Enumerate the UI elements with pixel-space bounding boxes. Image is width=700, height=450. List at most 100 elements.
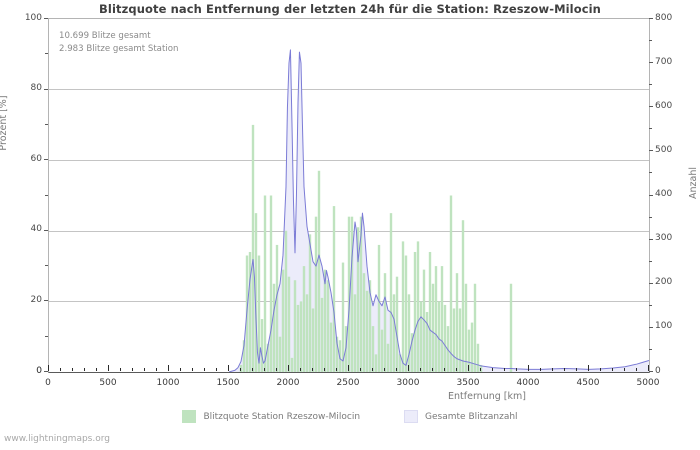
y-axis-left-minor-tickmark [45, 194, 48, 196]
y-axis-right-tick-500: 500 [655, 144, 673, 155]
x-axis-tickmark-1000 [168, 365, 169, 371]
x-axis-minor-tickmark [480, 368, 481, 371]
chart-series-canvas [228, 49, 649, 372]
y-axis-right-tickmark [649, 150, 653, 152]
gridline-60 [49, 160, 649, 161]
y-axis-right-minor-tickmark [649, 260, 652, 262]
y-axis-left-tickmark [44, 88, 48, 90]
y-axis-left-tickmark [44, 159, 48, 161]
x-axis-minor-tickmark [516, 368, 517, 371]
x-axis-tick-2000: 2000 [276, 378, 300, 388]
y-axis-left-tickmark [44, 300, 48, 302]
chart-title: Blitzquote nach Entfernung der letzten 2… [99, 2, 601, 16]
y-axis-right-label: Anzahl [688, 167, 699, 199]
x-axis-tickmark-3500 [468, 365, 469, 371]
x-axis-tick-1500: 1500 [216, 378, 240, 388]
y-axis-right-tickmark [649, 62, 653, 64]
annotation-line-2: 2.983 Blitze gesamt Station [59, 44, 179, 54]
plot-area: 10.699 Blitze gesamt 2.983 Blitze gesamt… [48, 18, 650, 373]
annotation-line-1: 10.699 Blitze gesamt [59, 31, 151, 41]
x-axis-tickmark-0 [48, 365, 49, 371]
x-axis-minor-tickmark [624, 368, 625, 371]
x-axis-minor-tickmark [612, 368, 613, 371]
x-axis-minor-tickmark [360, 368, 361, 371]
x-axis-minor-tickmark [276, 368, 277, 371]
y-axis-left-tick-20: 20 [30, 294, 42, 305]
x-axis-tickmark-2500 [348, 365, 349, 371]
x-axis-tick-2500: 2500 [336, 378, 360, 388]
y-axis-right-tickmark [649, 238, 653, 240]
y-axis-left-minor-tickmark [45, 265, 48, 267]
x-axis-minor-tickmark [156, 368, 157, 371]
y-axis-right-minor-tickmark [649, 216, 652, 218]
x-axis-tickmark-3000 [408, 365, 409, 371]
x-axis-minor-tickmark [84, 368, 85, 371]
x-axis-minor-tickmark [372, 368, 373, 371]
x-axis-minor-tickmark [324, 368, 325, 371]
x-axis-tick-500: 500 [99, 378, 117, 388]
y-axis-left-tick-0: 0 [36, 365, 42, 376]
y-axis-left-tick-60: 60 [30, 153, 42, 164]
footer-watermark: www.lightningmaps.org [4, 434, 110, 444]
y-axis-right-tick-200: 200 [655, 277, 673, 288]
y-axis-right-tick-300: 300 [655, 233, 673, 244]
x-axis-tick-5000: 5000 [636, 378, 660, 388]
plot-inner: 10.699 Blitze gesamt 2.983 Blitze gesamt… [49, 19, 649, 372]
y-axis-right-tick-100: 100 [655, 321, 673, 332]
x-axis-minor-tickmark [252, 368, 253, 371]
x-axis-minor-tickmark [456, 368, 457, 371]
x-axis-minor-tickmark [132, 368, 133, 371]
y-axis-left-tick-80: 80 [30, 83, 42, 94]
x-axis-label: Entfernung [km] [448, 391, 526, 402]
x-axis-minor-tickmark [564, 368, 565, 371]
y-axis-left-tick-100: 100 [24, 12, 42, 23]
y-axis-left-label: Prozent [%] [0, 95, 9, 151]
x-axis-minor-tickmark [576, 368, 577, 371]
legend-item-total: Gesamte Blitzanzahl [404, 410, 518, 423]
y-axis-right-tickmark [649, 106, 653, 108]
y-axis-right-tickmark [649, 282, 653, 284]
x-axis-tick-3000: 3000 [396, 378, 420, 388]
chart-legend: Blitzquote Station Rzeszow-Milocin Gesam… [0, 410, 700, 423]
x-axis-minor-tickmark [144, 368, 145, 371]
x-axis-minor-tickmark [420, 368, 421, 371]
y-axis-right-tick-800: 800 [655, 12, 673, 23]
legend-label-quote: Blitzquote Station Rzeszow-Milocin [203, 411, 361, 422]
y-axis-left-minor-tickmark [45, 335, 48, 337]
x-axis-minor-tickmark [432, 368, 433, 371]
x-axis-minor-tickmark [180, 368, 181, 371]
y-axis-right-minor-tickmark [649, 172, 652, 174]
y-axis-right-tick-400: 400 [655, 189, 673, 199]
x-axis-tick-0: 0 [45, 378, 51, 388]
x-axis-minor-tickmark [264, 368, 265, 371]
x-axis-minor-tickmark [312, 368, 313, 371]
y-axis-left-tick-40: 40 [30, 224, 42, 235]
x-axis-minor-tickmark [384, 368, 385, 371]
x-axis-tickmark-4000 [528, 365, 529, 371]
y-axis-right-tickmark [649, 194, 653, 196]
x-axis-minor-tickmark [552, 368, 553, 371]
y-axis-right-tick-700: 700 [655, 56, 673, 67]
x-axis-minor-tickmark [60, 368, 61, 371]
y-axis-right-minor-tickmark [649, 348, 652, 350]
x-axis-tick-1000: 1000 [156, 378, 180, 388]
x-axis-tickmark-1500 [228, 365, 229, 371]
y-axis-left-tickmark [44, 18, 48, 19]
legend-item-quote: Blitzquote Station Rzeszow-Milocin [182, 410, 360, 423]
x-axis-tick-4000: 4000 [516, 378, 540, 388]
x-axis-tick-3500: 3500 [456, 378, 480, 388]
y-axis-left-tickmark [44, 371, 48, 372]
y-axis-right-tickmark [649, 326, 653, 328]
y-axis-left-minor-tickmark [45, 53, 48, 55]
x-axis-minor-tickmark [492, 368, 493, 371]
y-axis-right-tickmark [649, 371, 653, 372]
y-axis-right-minor-tickmark [649, 304, 652, 306]
x-axis-minor-tickmark [300, 368, 301, 371]
x-axis-minor-tickmark [240, 368, 241, 371]
y-axis-right-tickmark [649, 18, 653, 19]
x-axis-tickmark-500 [108, 365, 109, 371]
x-axis-minor-tickmark [504, 368, 505, 371]
x-axis-tick-4500: 4500 [576, 378, 600, 388]
x-axis-minor-tickmark [204, 368, 205, 371]
legend-swatch-total [404, 410, 419, 423]
